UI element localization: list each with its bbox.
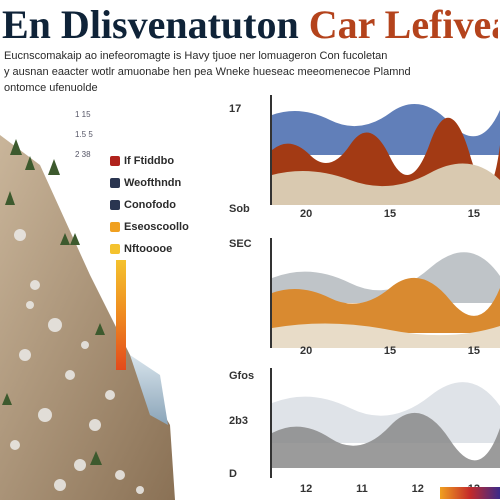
- panel-axis: [270, 95, 272, 205]
- small-label: 1 15: [75, 110, 91, 119]
- x-axis-labels: 20 15 15: [300, 345, 480, 357]
- legend-swatch: [110, 222, 120, 232]
- texture-graphic: [272, 382, 500, 468]
- row-label: 2b3: [229, 415, 248, 427]
- page-title: En Dlisvenatuton Car Lefiveatinn: [2, 4, 498, 46]
- x-label: 12: [300, 483, 313, 495]
- legend-item: Weofthndn: [110, 172, 220, 194]
- row-label: SEC: [229, 238, 252, 250]
- subtitle-line-3: ontomce ufenuolde: [4, 82, 98, 94]
- x-label: 20: [300, 345, 313, 357]
- legend: If Ftiddbo Weofthndn Conofodo Eseoscooll…: [110, 150, 220, 260]
- color-scale-strip: [116, 260, 126, 370]
- subtitle-line-2: y ausnan eaacter wotlr amuonabe hen pea …: [4, 66, 411, 78]
- x-label: 15: [467, 345, 480, 357]
- small-label: 2 38: [75, 150, 91, 159]
- legend-swatch: [110, 200, 120, 210]
- x-label: 12: [411, 483, 424, 495]
- x-label: 20: [300, 208, 313, 220]
- texture-graphic: [272, 104, 500, 205]
- legend-swatch: [110, 244, 120, 254]
- legend-label: Nftooooe: [124, 243, 173, 255]
- legend-swatch: [110, 178, 120, 188]
- row-label: Gfos: [229, 370, 255, 382]
- mountain-illustration: [0, 135, 175, 500]
- texture-panel-top: [270, 95, 500, 205]
- texture-graphic: [272, 252, 500, 348]
- subtitle-line-1: Eucnscomakaip ao inefeoromagte is Havy t…: [4, 50, 388, 62]
- legend-label: Eseoscoollo: [124, 221, 189, 233]
- x-label: 11: [356, 483, 368, 495]
- title-part-accent: Car Lefiveatinn: [308, 4, 498, 46]
- x-axis-labels: 20 15 15: [300, 208, 480, 220]
- small-label: 1.5 5: [75, 130, 93, 139]
- legend-item: Eseoscoollo: [110, 216, 220, 238]
- panel-axis: [270, 238, 272, 348]
- x-label: 15: [383, 208, 397, 220]
- panel-axis: [270, 368, 272, 478]
- row-label: D: [229, 468, 237, 480]
- texture-panel-middle: [270, 238, 500, 348]
- legend-label: Conofodo: [124, 199, 176, 211]
- legend-label: Weofthndn: [124, 177, 182, 189]
- title-part-dark: En Dlisvenatuton: [2, 4, 299, 46]
- x-label: 15: [383, 345, 397, 357]
- row-label: 17: [229, 103, 242, 115]
- x-label: 15: [467, 208, 480, 220]
- gradient-strip: [440, 487, 500, 499]
- legend-swatch: [110, 156, 120, 166]
- row-label: Sob: [229, 203, 250, 215]
- legend-item: Conofodo: [110, 194, 220, 216]
- small-label-column: 1 15 1.5 5 2 38: [75, 105, 155, 165]
- legend-item: Nftooooe: [110, 238, 220, 260]
- legend-item: If Ftiddbo: [110, 150, 220, 172]
- texture-panel-bottom: [270, 368, 500, 478]
- legend-label: If Ftiddbo: [124, 155, 175, 167]
